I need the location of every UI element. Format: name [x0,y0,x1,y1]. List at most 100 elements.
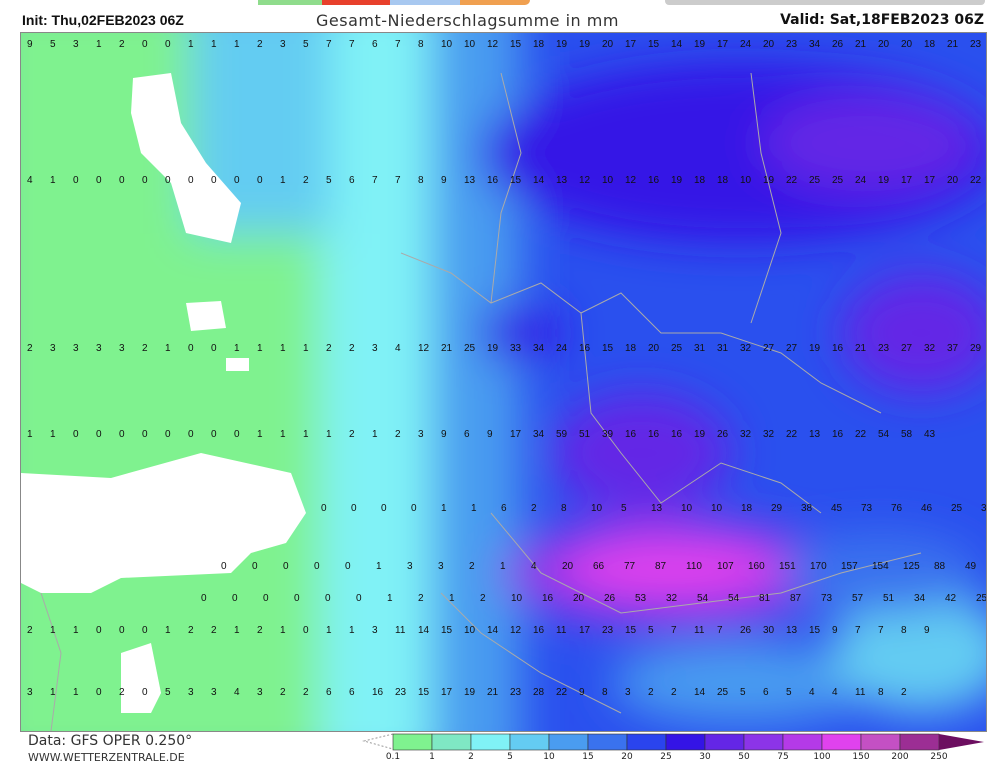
scroll-strip [665,0,985,5]
value-label: 2 [480,593,486,604]
legend-swatch [470,733,511,751]
legend-swatch [587,733,628,751]
value-label: 51 [883,593,895,604]
value-label: 10 [464,625,476,636]
value-label: 5 [740,687,746,698]
value-label: 43 [924,429,936,440]
value-label: 18 [924,39,936,50]
tab-strip-green [258,0,322,5]
value-label: 157 [841,561,858,572]
map-fields: 9 5 3 1 2 0 0 1 1 1 2 3 5 7 7 6 7 8 10 10 12 15 18 19 19 20 17 15 14… [21,33,986,731]
value-label: 54 [728,593,740,604]
legend-label: 50 [738,752,750,762]
value-label: 19 [464,687,476,698]
value-label: 2 [326,343,332,354]
value-label: 19 [487,343,499,354]
legend-label: 15 [582,752,594,762]
value-label: 6 [464,429,470,440]
value-label: 2 [531,503,537,514]
value-label: 0 [321,503,327,514]
value-label: 54 [697,593,709,604]
value-label: 1 [471,503,477,514]
map-title: Gesamt-Niederschlagsumme in mm [316,11,619,30]
value-label: 0 [234,175,240,186]
value-label: 1 [326,429,332,440]
value-label: 9 [579,687,585,698]
value-label: 51 [579,429,591,440]
value-label: 22 [855,429,867,440]
value-label: 2 [648,687,654,698]
legend-arrow [939,734,984,750]
value-label: 0 [142,429,148,440]
value-label: 2 [142,343,148,354]
value-label: 1 [50,625,56,636]
value-label: 19 [763,175,775,186]
value-label: 20 [947,175,959,186]
value-label: 0 [325,593,331,604]
value-label: 3 [188,687,194,698]
value-label: 151 [779,561,796,572]
value-label: 18 [717,175,729,186]
value-label: 32 [666,593,678,604]
value-label: 2 [349,429,355,440]
value-label: 9 [832,625,838,636]
value-label: 11 [556,625,567,636]
value-label: 42 [945,593,957,604]
legend-label: 30 [699,752,711,762]
value-label: 7 [878,625,884,636]
value-label: 25 [951,503,963,514]
value-label: 12 [418,343,430,354]
value-label: 87 [655,561,667,572]
legend-below-min [362,733,394,750]
value-label: 15 [648,39,660,50]
value-label: 19 [878,175,890,186]
value-label: 17 [441,687,453,698]
value-label: 59 [556,429,568,440]
value-label: 10 [711,503,723,514]
value-label: 8 [561,503,567,514]
value-label: 18 [533,39,545,50]
value-label: 17 [510,429,522,440]
value-label: 0 [252,561,258,572]
legend-swatch [704,733,745,751]
value-label: 17 [579,625,591,636]
value-label: 20 [562,561,574,572]
value-label: 0 [345,561,351,572]
value-label: 3 [50,343,56,354]
value-label: 22 [786,175,798,186]
value-label: 2 [27,625,33,636]
legend-label: 20 [621,752,633,762]
value-label: 38 [801,503,813,514]
value-label: 6 [349,687,355,698]
land-mask [21,73,306,713]
data-source: Data: GFS OPER 0.250° [28,733,193,749]
value-label: 0 [351,503,357,514]
value-label: 4 [809,687,815,698]
value-label: 8 [878,687,884,698]
value-label: 32 [740,343,752,354]
value-label: 1 [303,343,309,354]
website-label: WWW.WETTERZENTRALE.DE [28,751,185,764]
value-label: 21 [947,39,959,50]
value-label: 2 [303,175,309,186]
legend-label: 25 [660,752,672,762]
value-label: 2 [188,625,194,636]
value-label: 1 [303,429,309,440]
value-label: 1 [188,39,194,50]
value-label: 14 [418,625,430,636]
value-label: 0 [96,429,102,440]
value-label: 23 [970,39,982,50]
value-label: 34 [533,429,545,440]
value-label: 2 [349,343,355,354]
value-label: 19 [694,429,706,440]
value-label: 170 [810,561,827,572]
value-label: 7 [395,175,401,186]
value-label: 7 [349,39,355,50]
value-label: 17 [625,39,637,50]
value-label: 9 [27,39,33,50]
value-label: 20 [901,39,913,50]
legend-label: 10 [543,752,555,762]
value-label: 3 [625,687,631,698]
value-label: 19 [671,175,683,186]
value-label: 0 [119,429,125,440]
